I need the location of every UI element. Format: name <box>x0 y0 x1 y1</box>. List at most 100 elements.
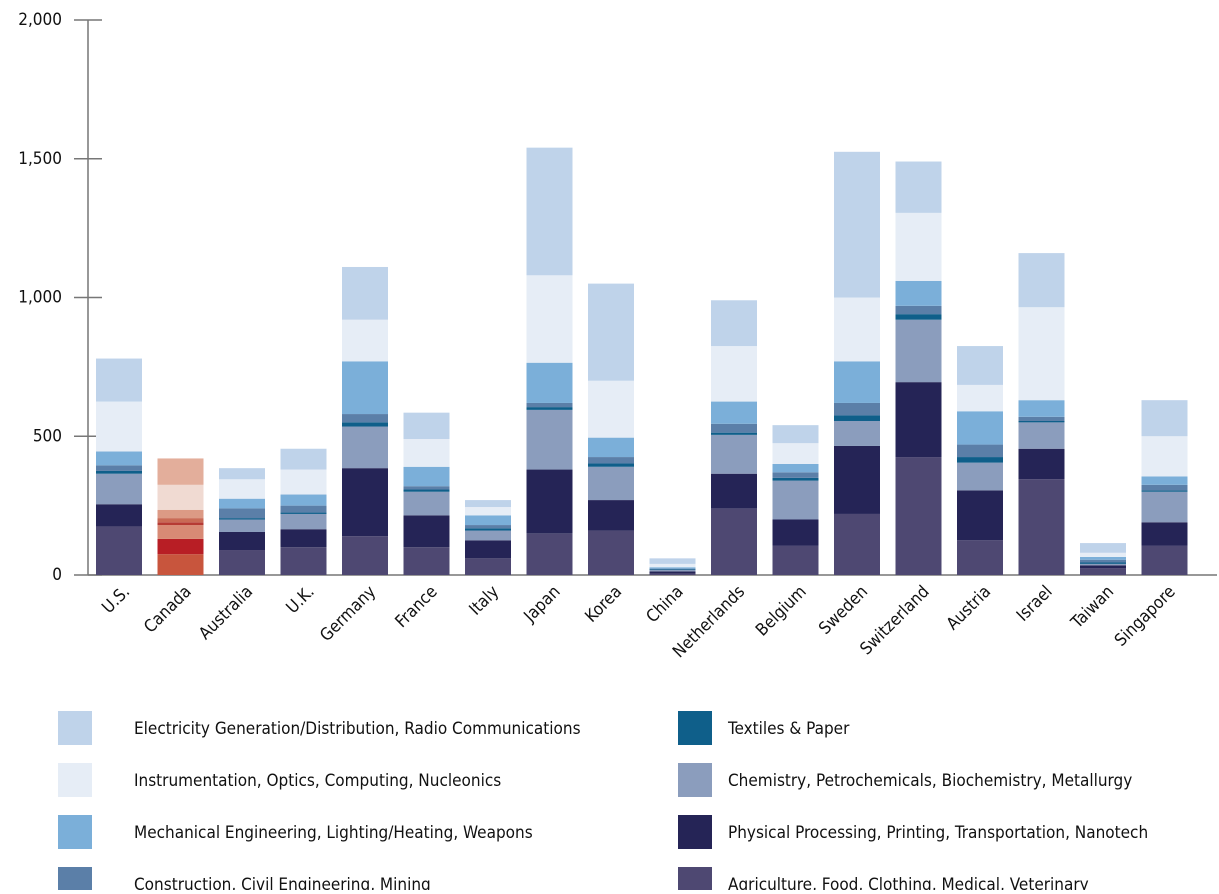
bar-segment <box>465 515 511 526</box>
bar-segment <box>1018 400 1065 417</box>
legend-swatch <box>58 867 92 894</box>
y-tick-label: 1,000 <box>18 288 62 308</box>
legend-label: Instrumentation, Optics, Computing, Nucl… <box>134 771 501 791</box>
bar-segment <box>649 568 696 570</box>
bar-segment <box>465 507 511 516</box>
bar-segment <box>342 536 388 575</box>
x-tick-label: Australia <box>195 582 257 644</box>
bar-segment <box>711 432 757 435</box>
bar-segment <box>403 491 450 516</box>
bar-segment <box>772 545 819 575</box>
bar-segment <box>1080 552 1126 557</box>
x-tick-label: Israel <box>1013 582 1057 626</box>
bar-segment <box>403 466 450 487</box>
bar-segment <box>280 505 327 513</box>
bar-segment <box>157 538 204 555</box>
bar-segment <box>526 402 573 408</box>
bar-segment <box>772 464 819 473</box>
bar-segment <box>403 489 450 492</box>
bar-segment <box>588 530 634 575</box>
bar-segment <box>711 508 757 575</box>
bar-segment <box>772 425 819 444</box>
bar-segment <box>1080 559 1126 563</box>
bar-segment <box>1141 436 1188 477</box>
bar-segment <box>588 437 634 458</box>
bar-segment <box>219 468 265 480</box>
bar-segment <box>1141 522 1188 546</box>
bar-segment <box>1141 476 1188 485</box>
bar-segment <box>96 470 142 474</box>
x-tick-label: Austria <box>943 582 995 634</box>
x-tick-label: U.S. <box>98 582 134 618</box>
bar-segment <box>1018 448 1065 480</box>
bar-segment <box>711 434 757 474</box>
bar-segment <box>588 466 634 501</box>
bar-segment <box>711 423 757 433</box>
bar-segment <box>1080 543 1126 553</box>
x-tick-label: Italy <box>465 582 503 620</box>
bar-segment <box>280 494 327 506</box>
legend-swatch <box>58 815 92 849</box>
bar-segment <box>957 384 1003 412</box>
x-tick-label: Taiwan <box>1067 582 1118 633</box>
bar-segment <box>219 531 265 551</box>
bar-segment <box>1141 491 1188 523</box>
x-tick-label: Belgium <box>752 582 810 640</box>
legend-label: Physical Processing, Printing, Transport… <box>728 823 1148 843</box>
bar-segment <box>157 525 204 539</box>
x-tick-label: Germany <box>316 582 380 646</box>
x-tick-label: China <box>643 582 688 627</box>
bar-segment <box>465 558 511 575</box>
bar-segment <box>895 319 942 383</box>
bar-segment <box>772 480 819 520</box>
bar-segment <box>403 486 450 490</box>
bar-segment <box>219 518 265 520</box>
bar-segment <box>957 444 1003 458</box>
bar-segment <box>219 498 265 509</box>
bar-segment <box>588 500 634 531</box>
bar-segment <box>465 500 511 508</box>
bar-segment <box>588 463 634 467</box>
bar-segment <box>772 477 819 481</box>
bar-segment <box>526 469 573 534</box>
bar-segment <box>219 519 265 532</box>
bar-segment <box>834 151 880 298</box>
bar-segment <box>895 314 942 320</box>
bar-segment <box>895 212 942 281</box>
bar-segment <box>834 420 880 446</box>
bar-segment <box>526 147 573 276</box>
bar-segment <box>772 443 819 464</box>
bar-segment <box>711 401 757 424</box>
bar-segment <box>957 457 1003 463</box>
legend-label: Chemistry, Petrochemicals, Biochemistry,… <box>728 771 1132 791</box>
bar-segment <box>280 512 327 514</box>
bar-segment <box>1018 422 1065 449</box>
bar-segment <box>96 465 142 471</box>
bar-segment <box>465 540 511 559</box>
bar-segment <box>895 280 942 306</box>
bar-segment <box>1141 545 1188 575</box>
bar-segment <box>157 518 204 523</box>
legend-label: Textiles & Paper <box>727 719 850 739</box>
bar-segment <box>1141 400 1188 437</box>
bar-segment <box>280 513 327 530</box>
bar-segment <box>342 414 388 423</box>
bar-segment <box>342 426 388 469</box>
x-tick-label: U.K. <box>283 582 319 618</box>
bar-segment <box>280 469 327 495</box>
x-tick-label: France <box>392 582 442 632</box>
bar-segment <box>1080 565 1126 569</box>
bar-segment <box>403 515 450 548</box>
bar-segment <box>588 380 634 438</box>
legend-swatch <box>58 763 92 797</box>
bar-segment <box>1018 416 1065 421</box>
bar-segment <box>1080 568 1126 575</box>
x-tick-label: Japan <box>520 582 565 627</box>
x-tick-label: Singapore <box>1111 582 1180 651</box>
bar-segment <box>957 540 1003 575</box>
bar-segment <box>219 508 265 519</box>
bar-segment <box>834 361 880 403</box>
bar-segment <box>957 346 1003 385</box>
bar-segment <box>895 161 942 213</box>
bar-segment <box>1018 479 1065 575</box>
